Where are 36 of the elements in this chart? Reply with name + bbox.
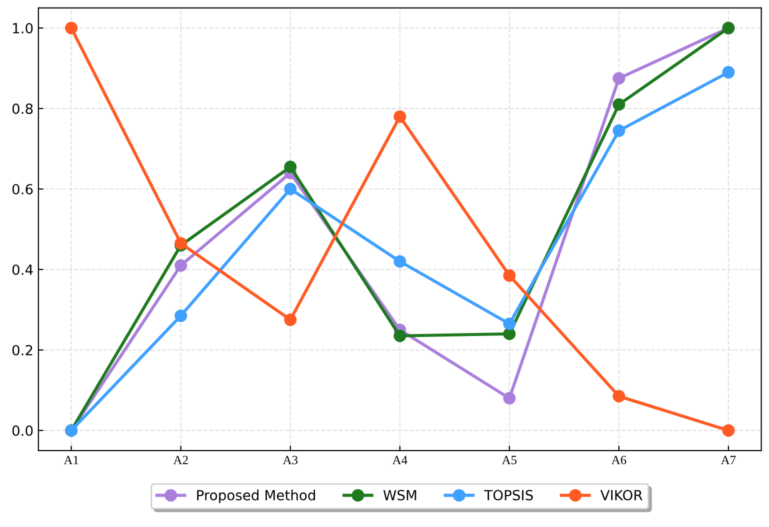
x-tick-label: A2 — [173, 456, 188, 464]
y-tick-label: 0.0 — [12, 425, 33, 436]
point — [394, 110, 406, 123]
point — [174, 310, 188, 322]
x-tick-label: A3 — [282, 456, 298, 464]
point — [284, 160, 297, 174]
y-tick-label: 1.0 — [13, 22, 33, 34]
y-tick-label: 0.8 — [12, 103, 33, 114]
point — [722, 66, 735, 79]
x-tick-label: A6 — [611, 456, 626, 464]
point — [394, 330, 406, 342]
legend-label: Proposed Method — [197, 490, 315, 504]
y-tick-label: 0.4 — [12, 264, 33, 275]
point — [612, 72, 626, 85]
point — [722, 424, 735, 437]
point — [612, 390, 626, 403]
x-tick-label: A4 — [392, 456, 408, 464]
legend-label: WSM — [383, 490, 416, 500]
point — [394, 255, 406, 268]
point — [174, 259, 188, 272]
point — [284, 314, 297, 326]
point — [612, 98, 626, 111]
point — [503, 318, 516, 330]
point — [612, 124, 626, 137]
point — [503, 328, 516, 340]
point — [65, 22, 78, 34]
x-tick-label: A5 — [502, 456, 517, 464]
x-tick-label: A1 — [64, 456, 78, 464]
legend-label: VIKOR — [600, 490, 642, 500]
point — [503, 269, 516, 282]
y-tick-label: 0.6 — [12, 184, 33, 194]
legend-label: TOPSIS — [484, 490, 533, 500]
point — [503, 392, 516, 405]
y-tick-label: 0.2 — [12, 344, 32, 356]
x-tick-label: A7 — [720, 456, 736, 464]
point — [284, 182, 297, 196]
